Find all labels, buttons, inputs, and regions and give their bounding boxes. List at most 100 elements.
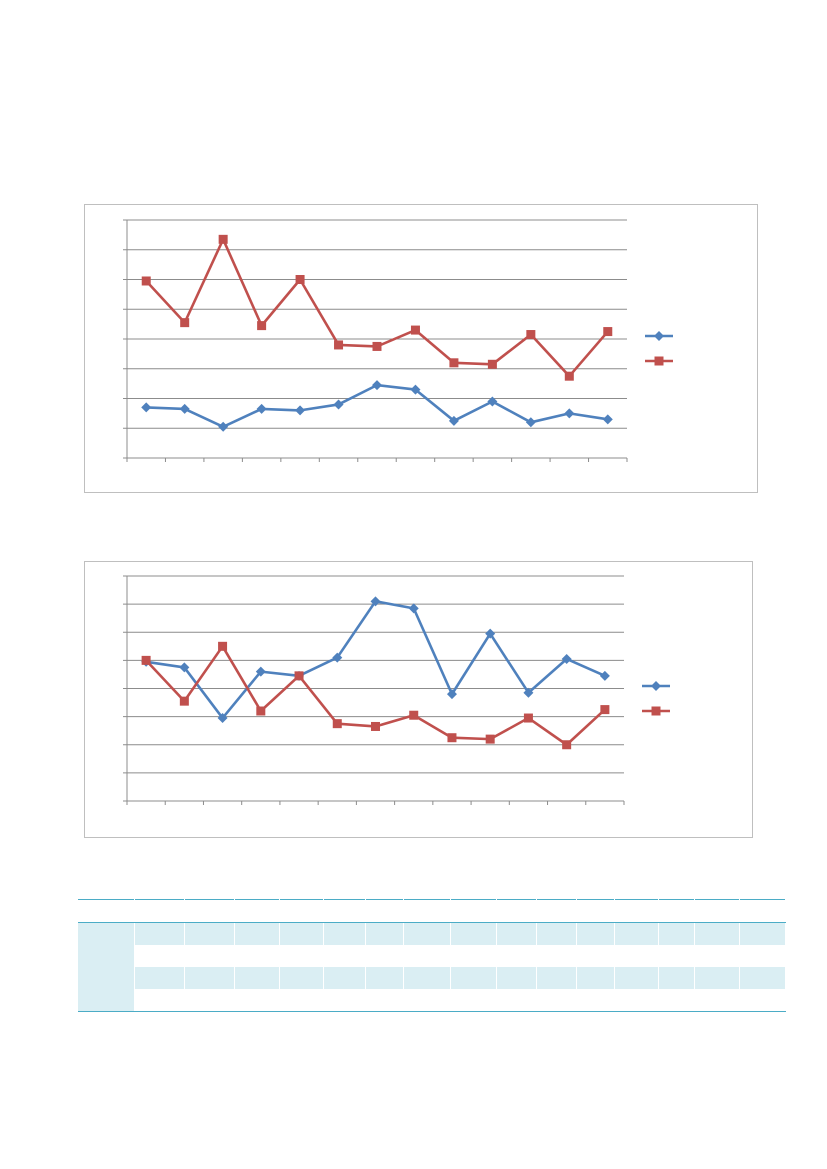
table-header-cell [234,899,280,923]
table-cell [403,989,451,1012]
table-cell [184,922,235,945]
table-cell [279,989,324,1012]
series-2-line [145,238,609,378]
table-cell [614,945,659,967]
table-cell [739,989,786,1012]
series-1-point [564,408,575,419]
table-cell [576,922,615,945]
series-1-point [179,403,190,414]
table-cell [323,945,366,967]
table-cell [614,989,659,1012]
series-1-point [332,652,343,663]
table-cell [450,945,497,967]
series-1-point [602,414,613,425]
table-cell [450,989,497,1012]
table-header-cell [403,899,451,923]
series-1-point [485,628,496,639]
table-header-cell [279,899,324,923]
table-header-cell [134,899,185,923]
table-cell [658,967,695,989]
series-2-point [218,641,228,651]
series-1-point [448,415,459,426]
table-cell [536,945,577,967]
table-row [78,967,786,989]
table-header-cell [536,899,577,923]
series-2-point [372,341,382,351]
table-cell [279,922,324,945]
series-1-point [446,689,457,700]
table-header-cell [739,899,786,923]
series-2-point [562,740,572,750]
table-cell [134,945,185,967]
table-cell [323,989,366,1012]
table-cell [403,967,451,989]
table-header-cell [323,899,366,923]
table-cell [694,967,740,989]
series-2-point [295,275,305,284]
series-1-point [372,380,382,391]
table-cell [576,945,615,967]
series-2-point [256,706,266,716]
series-2-point [600,705,610,715]
table-cell [576,989,615,1012]
table-cell [694,945,740,967]
series-2-point [487,359,497,369]
table-header-cell [496,899,537,923]
table-cell [739,967,786,989]
series-2-point [141,655,151,665]
series-1-point [141,402,152,413]
chart-2-frame [84,561,753,838]
table-cell [403,945,451,967]
series-1-point [410,384,421,395]
table-cell [234,945,280,967]
table-header-cell [450,899,497,923]
table-cell [450,922,497,945]
table-cell [403,922,451,945]
series-2-point [179,696,189,706]
table-cell [496,922,537,945]
series-2-point [447,733,457,743]
series-1-point [370,596,381,607]
table-cell [739,945,786,967]
table-cell [614,922,659,945]
series-1-point [218,421,229,432]
table-row [78,989,786,1012]
table-cell [134,989,185,1012]
table-cell [614,967,659,989]
series-1-point [525,417,536,428]
table-cell [365,967,404,989]
series-2-point [257,321,267,331]
table-cell [658,945,695,967]
table-cell [234,967,280,989]
series-1-line [145,600,606,720]
series-2-point [523,713,533,723]
table-row [78,945,786,967]
table-cell [279,967,324,989]
series-1-point [599,670,610,681]
table-cell [365,945,404,967]
series-2-point [409,710,419,720]
table-cell [78,989,135,1012]
legend-1-marker [654,331,664,341]
series-2-point [485,734,495,744]
series-2-point [334,340,344,350]
table-cell [234,922,280,945]
table-cell [694,989,740,1012]
series-2-point [410,325,420,335]
table-header-cell [658,899,695,923]
table-header-cell [365,899,404,923]
chart-1-frame [84,204,758,493]
series-1-point [179,662,190,673]
table-cell [78,967,135,989]
table-cell [234,989,280,1012]
series-2-point [332,719,342,729]
series-1-point [295,405,306,416]
table-cell [496,989,537,1012]
table-cell [536,922,577,945]
table-header-cell [78,899,135,923]
series-2-point [603,327,613,337]
data-table [78,899,786,1012]
chart-1 [123,219,673,462]
table-cell [496,945,537,967]
series-1-point [487,396,498,407]
